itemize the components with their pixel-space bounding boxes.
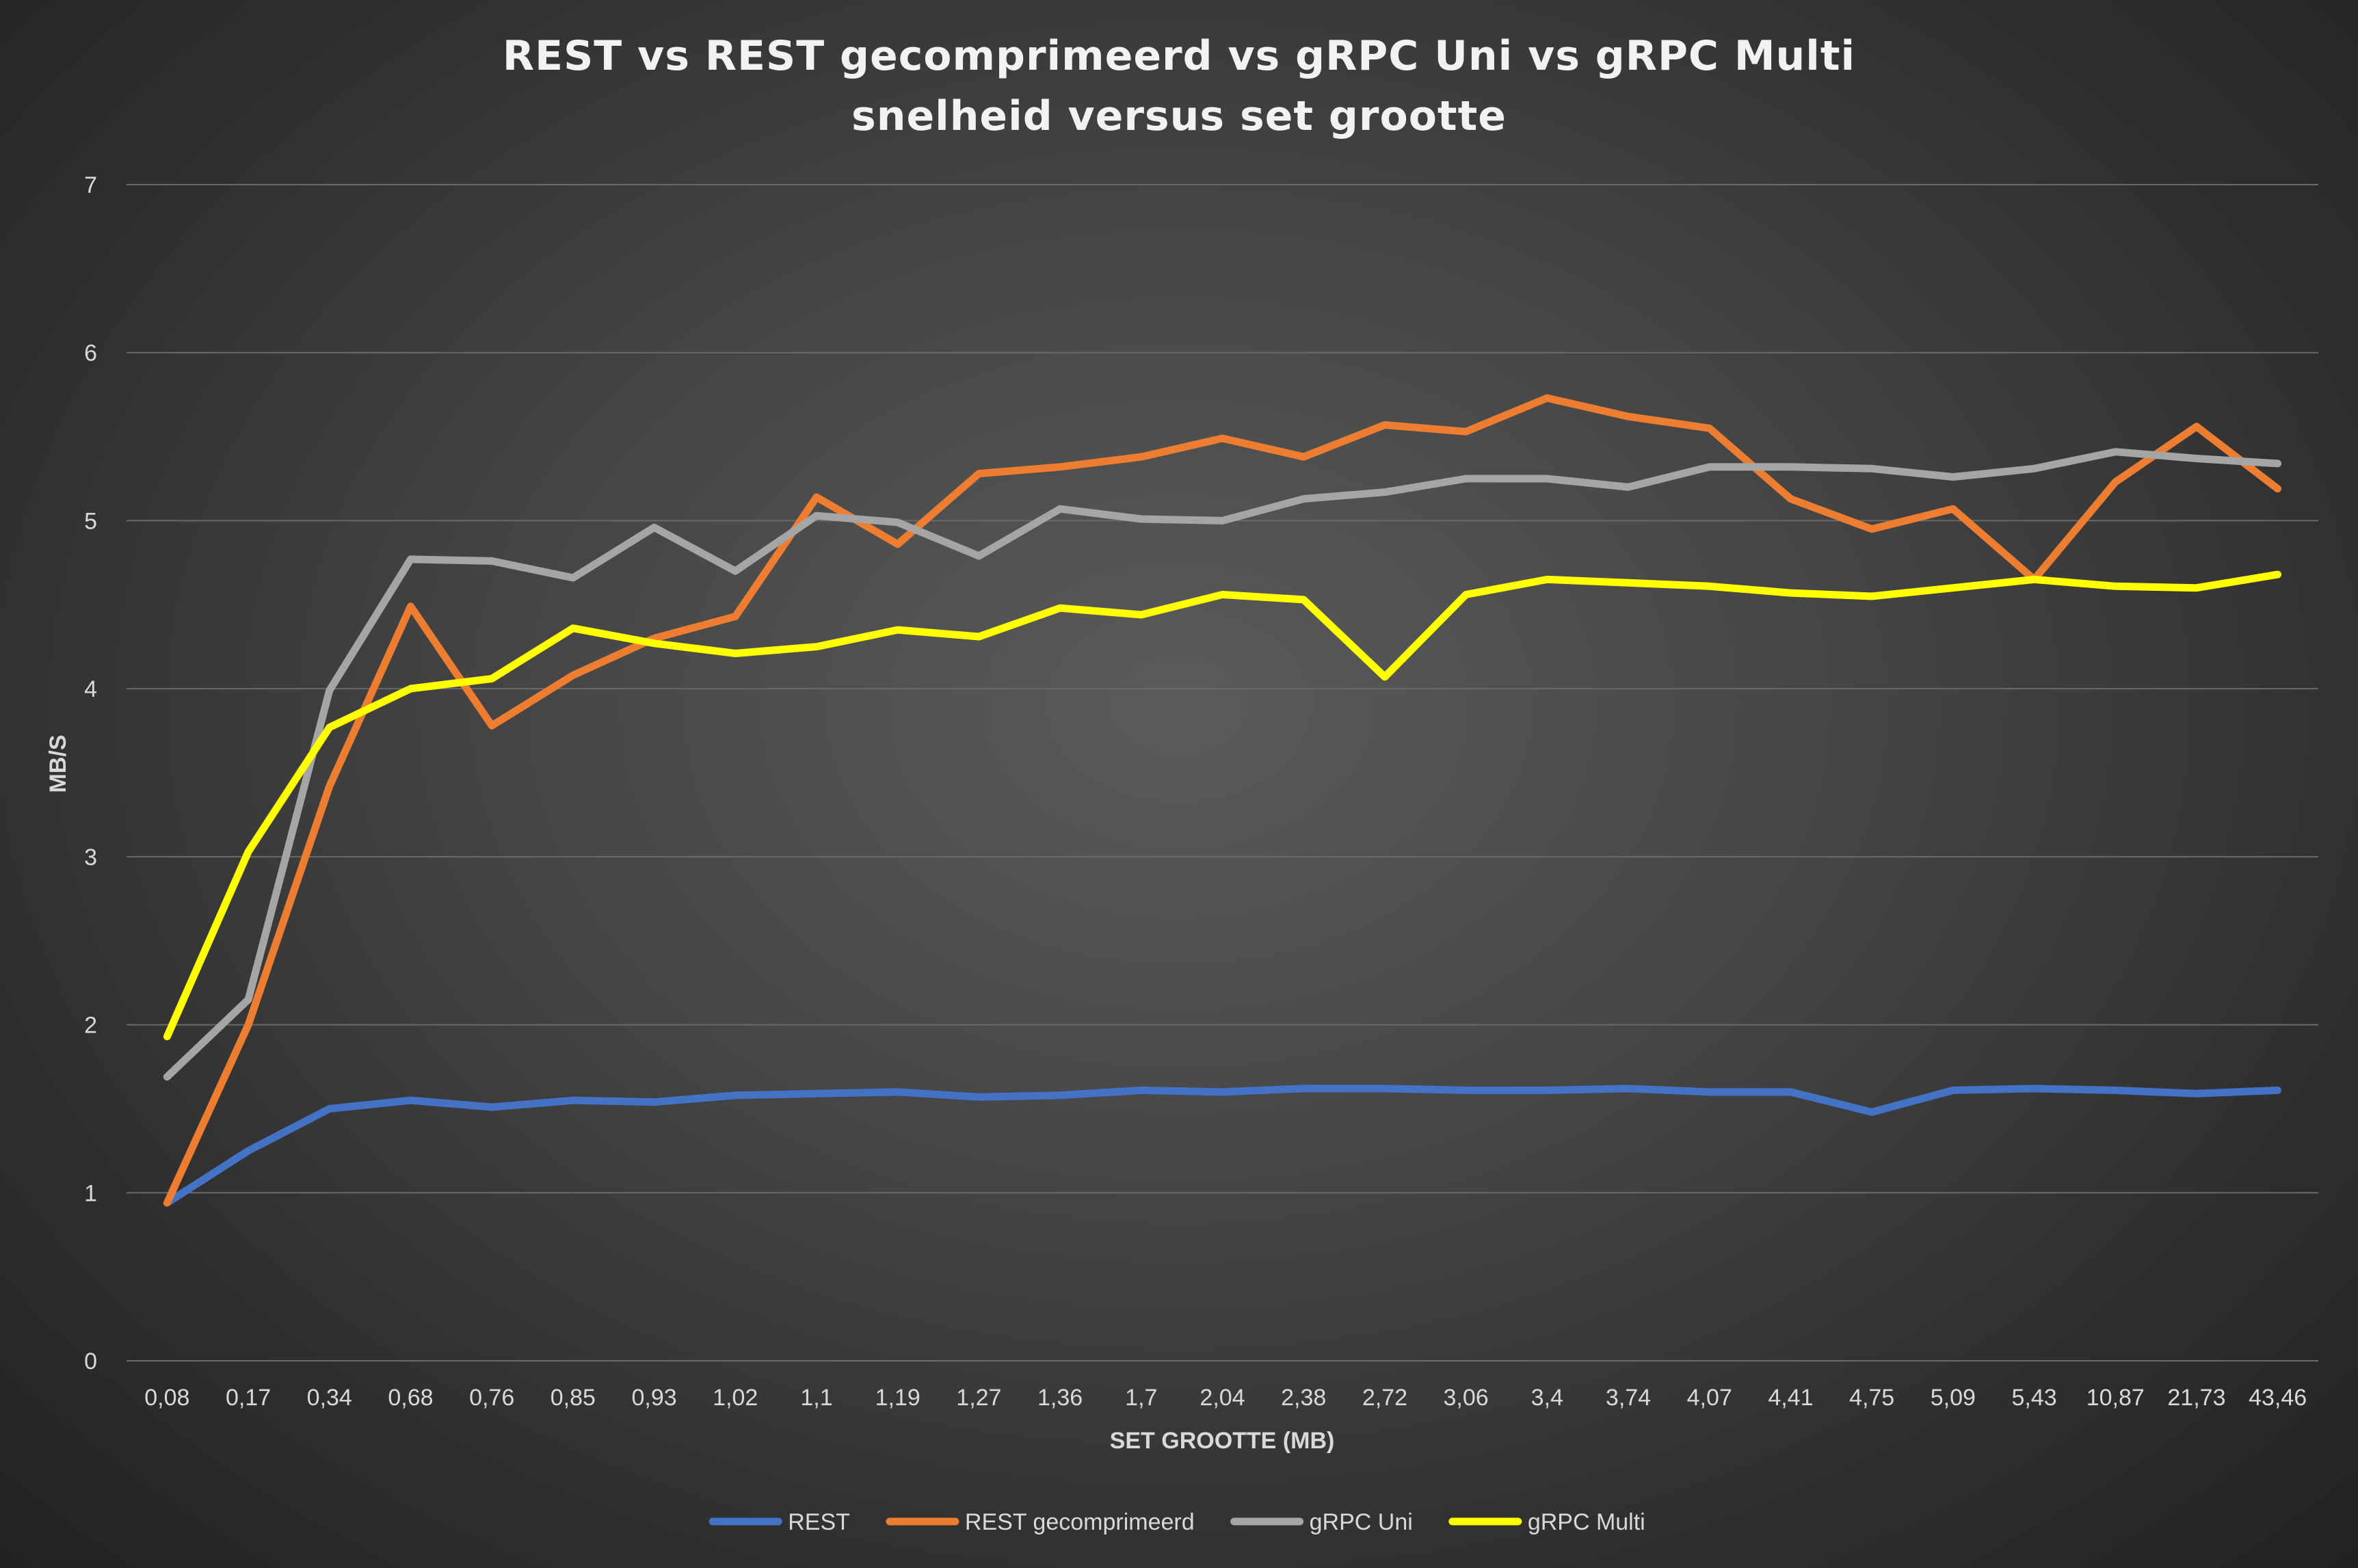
x-tick-label: 0,85 [551,1385,596,1411]
gridlines [127,184,2318,1361]
x-tick-label: 1,27 [956,1385,1001,1411]
legend-label: gRPC Multi [1528,1509,1645,1535]
x-tick-label: 0,34 [307,1385,352,1411]
x-tick-label: 43,46 [2249,1385,2307,1411]
x-axis-title: SET GROOTTE (MB) [1110,1428,1335,1454]
legend-label: gRPC Uni [1310,1509,1413,1535]
x-tick-label: 1,02 [713,1385,758,1411]
chart-title-line-1: REST vs REST gecomprimeerd vs gRPC Uni v… [503,32,1855,80]
x-tick-label: 3,4 [1531,1385,1563,1411]
x-tick-label: 1,19 [875,1385,920,1411]
x-tick-label: 5,43 [2011,1385,2056,1411]
x-axis-ticks: 0,08 0,17 0,34 0,68 0,76 0,85 0,93 1,02 1,1 1,19 1… [144,1385,2307,1411]
chart-title-line-2: snelheid versus set grootte [851,92,1507,140]
x-tick-label: 0,17 [226,1385,271,1411]
x-tick-label: 0,08 [144,1385,189,1411]
series-line-rest-gecomprimeerd [163,394,2282,1207]
legend-label: REST [788,1509,850,1535]
x-tick-label: 2,04 [1200,1385,1245,1411]
x-tick-label: 4,41 [1768,1385,1813,1411]
y-tick-label: 1 [84,1180,97,1206]
x-tick-label: 1,1 [800,1385,832,1411]
x-tick-label: 1,7 [1125,1385,1157,1411]
y-tick-label: 2 [84,1013,97,1039]
y-tick-label: 3 [84,845,97,871]
chart-title: REST vs REST gecomprimeerd vs gRPC Uni v… [503,32,1855,140]
x-tick-label: 5,09 [1931,1385,1976,1411]
y-tick-label: 6 [84,341,97,367]
x-tick-label: 2,72 [1362,1385,1407,1411]
series-line-rest [163,1085,2282,1207]
legend-label: REST gecomprimeerd [965,1509,1195,1535]
y-axis-title: MB/S [45,735,71,793]
series-line-grpc-multi [163,570,2282,1041]
y-tick-label: 7 [84,172,97,198]
y-tick-label: 0 [84,1348,97,1374]
legend: REST REST gecomprimeerd gRPC Uni gRPC Multi [708,1509,1645,1535]
x-tick-label: 0,76 [469,1385,514,1411]
series-line-grpc-uni [163,448,2282,1081]
x-tick-label: 3,06 [1444,1385,1489,1411]
x-tick-label: 0,68 [388,1385,433,1411]
y-tick-label: 4 [84,676,97,702]
x-tick-label: 10,87 [2087,1385,2145,1411]
y-axis-ticks: 0 1 2 3 4 5 6 7 [84,172,97,1374]
x-tick-label: 0,93 [631,1385,676,1411]
x-tick-label: 4,75 [1849,1385,1894,1411]
x-tick-label: 3,74 [1606,1385,1651,1411]
series-lines [163,394,2282,1207]
x-tick-label: 2,38 [1281,1385,1326,1411]
x-tick-label: 1,36 [1037,1385,1083,1411]
y-tick-label: 5 [84,508,97,534]
x-tick-label: 21,73 [2167,1385,2225,1411]
x-tick-label: 4,07 [1687,1385,1732,1411]
